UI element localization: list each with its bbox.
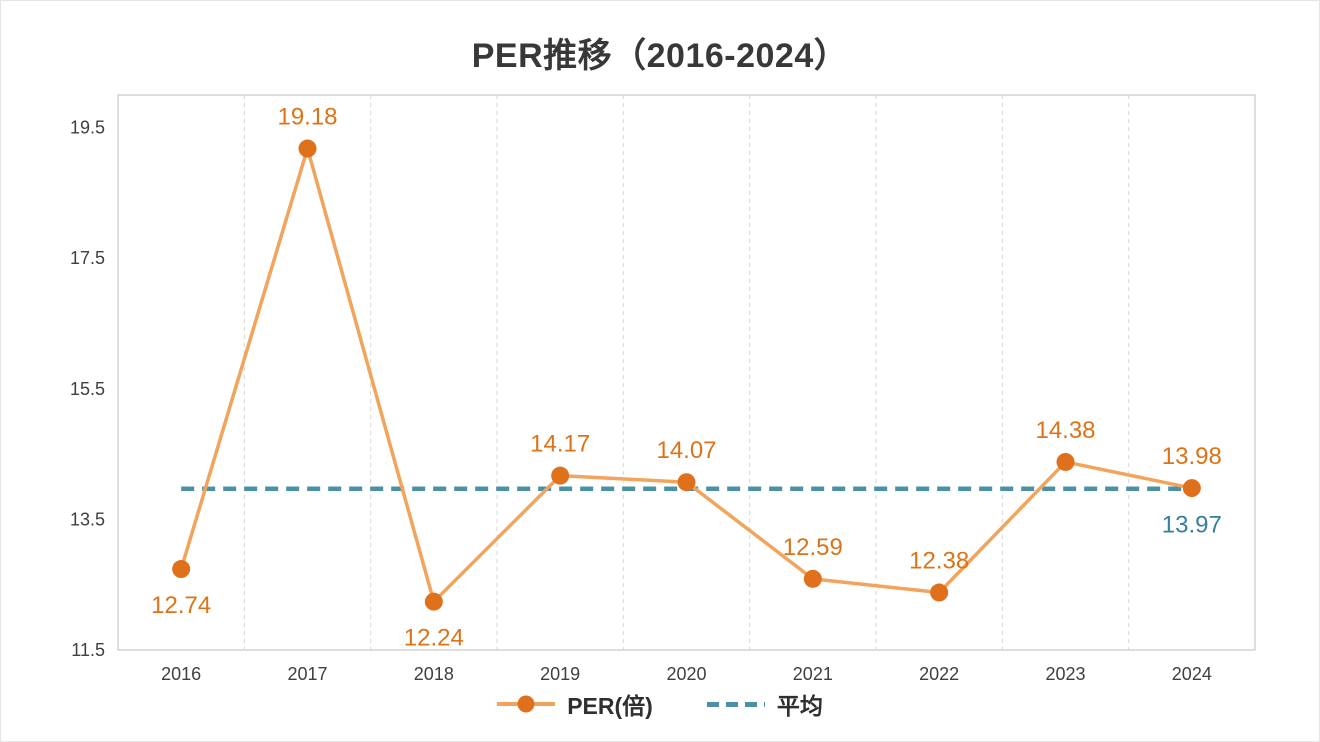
- data-point-2022: [930, 583, 949, 602]
- data-label-2024: 13.98: [1162, 443, 1222, 470]
- average-dashed-swatch: [706, 701, 765, 707]
- data-point-2020: [677, 473, 696, 492]
- y-tick-label: 19.5: [70, 118, 105, 138]
- data-label-2019: 14.17: [530, 431, 590, 458]
- x-tick-label: 2023: [1045, 664, 1085, 684]
- x-tick-label: 2019: [540, 664, 580, 684]
- y-tick-label: 13.5: [70, 509, 105, 529]
- x-tick-label: 2017: [287, 664, 327, 684]
- x-tick-label: 2021: [793, 664, 833, 684]
- data-label-2023: 14.38: [1035, 417, 1095, 444]
- average-value-label: 13.97: [1162, 512, 1222, 539]
- data-point-2017: [298, 139, 317, 158]
- per-series-swatch: [497, 695, 556, 713]
- data-label-2016: 12.74: [151, 592, 211, 619]
- x-tick-label: 2020: [666, 664, 706, 684]
- data-label-2021: 12.59: [783, 534, 843, 561]
- legend-item-average: 平均: [706, 687, 823, 721]
- x-tick-label: 2018: [414, 664, 454, 684]
- legend: PER(倍) 平均: [0, 682, 1320, 726]
- legend-label-per: PER(倍): [567, 693, 653, 719]
- x-tick-label: 2016: [161, 664, 201, 684]
- data-point-2018: [424, 592, 443, 611]
- data-point-2024: [1182, 479, 1201, 498]
- data-label-2020: 14.07: [656, 437, 716, 464]
- x-tick-label: 2022: [919, 664, 959, 684]
- data-point-2019: [551, 466, 570, 485]
- legend-label-average: 平均: [776, 693, 823, 719]
- x-tick-label: 2024: [1172, 664, 1212, 684]
- data-label-2017: 19.18: [277, 104, 337, 131]
- y-tick-label: 11.5: [71, 640, 105, 660]
- data-label-2018: 12.24: [404, 625, 464, 652]
- data-label-2022: 12.38: [909, 548, 969, 575]
- y-tick-label: 17.5: [70, 248, 105, 268]
- chart-title: PER推移（2016-2024）: [471, 37, 849, 75]
- legend-item-per: PER(倍): [497, 687, 653, 721]
- data-point-2023: [1056, 452, 1075, 471]
- data-point-2021: [803, 569, 822, 588]
- y-tick-label: 15.5: [70, 379, 105, 399]
- data-point-2016: [172, 560, 191, 579]
- plot-area: [117, 94, 1256, 651]
- per-marker-icon: [517, 695, 535, 713]
